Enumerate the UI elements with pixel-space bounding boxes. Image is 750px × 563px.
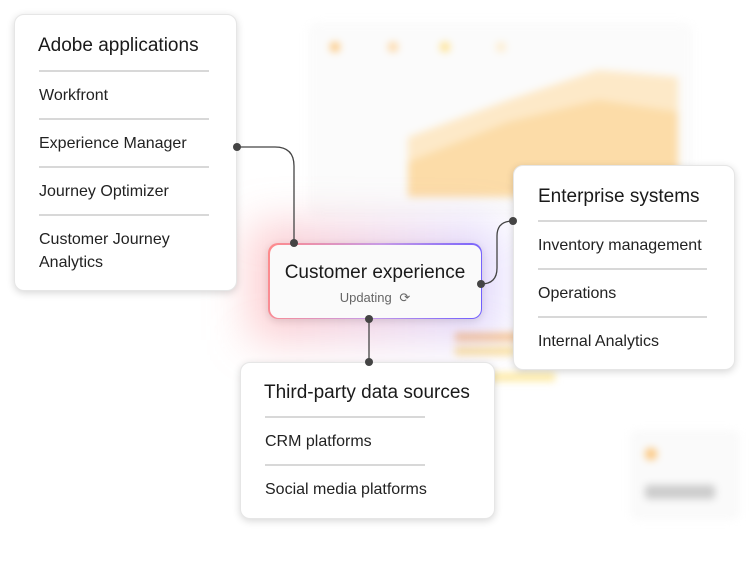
divider <box>39 214 209 216</box>
divider <box>538 220 707 222</box>
list-item-experience-manager: Experience Manager <box>39 135 187 152</box>
customer-experience-card: Customer experience Updating ⟳ <box>268 243 482 319</box>
divider <box>265 464 425 466</box>
list-item-social-media-platforms: Social media platforms <box>265 481 427 498</box>
third-party-data-sources-card: Third-party data sources CRM platforms S… <box>240 362 495 519</box>
card-title: Customer experience <box>284 261 466 283</box>
divider <box>39 118 209 120</box>
list-item-internal-analytics: Internal Analytics <box>538 333 659 350</box>
divider <box>265 416 425 418</box>
list-item-journey-optimizer: Journey Optimizer <box>39 183 169 200</box>
list-item-analytics: Analytics <box>39 254 104 271</box>
connector-dot <box>477 280 485 288</box>
divider <box>538 316 707 318</box>
divider <box>39 166 209 168</box>
connector-dot <box>365 358 373 366</box>
card-title: Enterprise systems <box>538 186 700 207</box>
list-item-inventory-management: Inventory management <box>538 237 702 254</box>
connector-dot <box>509 217 517 225</box>
divider <box>538 268 707 270</box>
background-metric-panel <box>630 430 740 520</box>
enterprise-systems-card: Enterprise systems Inventory management … <box>513 165 735 370</box>
background-bars <box>455 333 655 383</box>
adobe-applications-card: Adobe applications Workfront Experience … <box>14 14 237 291</box>
list-item-workfront: Workfront <box>39 87 109 104</box>
connector-dot <box>365 315 373 323</box>
list-item-crm-platforms: CRM platforms <box>265 433 372 450</box>
refresh-icon: ⟳ <box>399 289 411 305</box>
connector-dot <box>233 143 241 151</box>
status-text: Updating ⟳ <box>270 290 481 306</box>
divider <box>39 70 209 72</box>
card-title: Third-party data sources <box>264 382 470 403</box>
status-label: Updating <box>339 289 392 305</box>
list-item-operations: Operations <box>538 285 617 302</box>
connector-dot <box>290 239 298 247</box>
list-item-customer-journey: Customer Journey <box>39 231 170 248</box>
card-title: Adobe applications <box>38 35 199 56</box>
